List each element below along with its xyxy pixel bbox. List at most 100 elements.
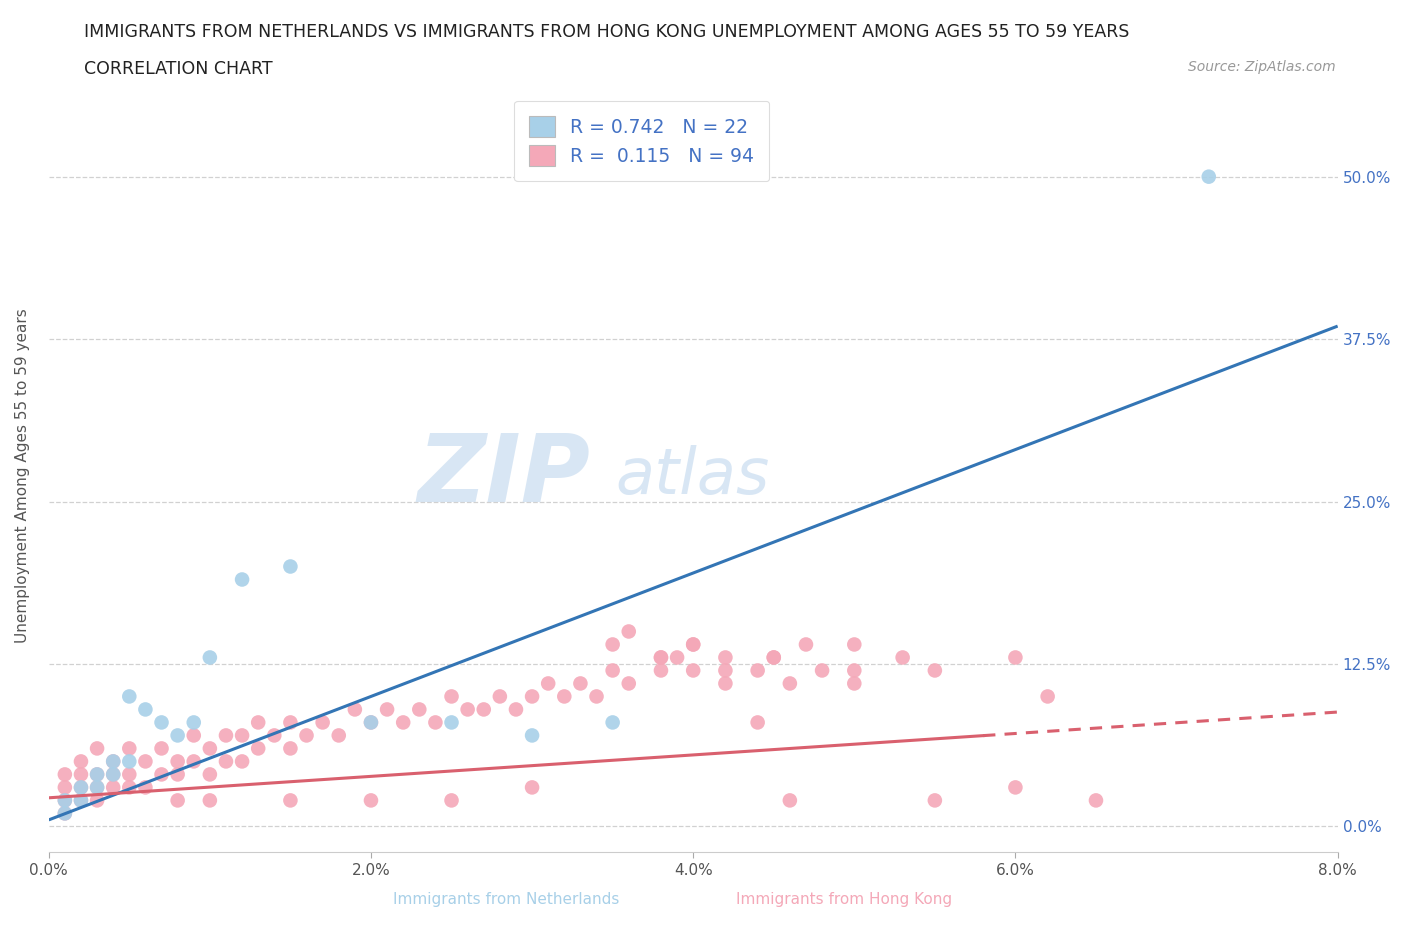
Point xyxy=(602,663,624,678)
Legend: R = 0.742   N = 22, R =  0.115   N = 94: R = 0.742 N = 22, R = 0.115 N = 94 xyxy=(515,100,769,181)
Point xyxy=(457,702,479,717)
Point xyxy=(183,754,205,769)
Point xyxy=(440,793,463,808)
Point xyxy=(166,793,188,808)
Point xyxy=(86,767,108,782)
Point xyxy=(762,650,785,665)
Point xyxy=(166,767,188,782)
Point xyxy=(150,767,173,782)
Point xyxy=(215,754,238,769)
Point xyxy=(86,741,108,756)
Point xyxy=(311,715,333,730)
Point xyxy=(70,754,93,769)
Point xyxy=(198,793,221,808)
Point xyxy=(537,676,560,691)
Point xyxy=(118,780,141,795)
Point xyxy=(375,702,398,717)
Point xyxy=(166,754,188,769)
Point xyxy=(86,780,108,795)
Point xyxy=(247,715,270,730)
Point xyxy=(1036,689,1059,704)
Point xyxy=(811,663,834,678)
Point xyxy=(1198,169,1220,184)
Point xyxy=(215,728,238,743)
Point xyxy=(650,663,672,678)
Text: Source: ZipAtlas.com: Source: ZipAtlas.com xyxy=(1188,60,1336,74)
Point xyxy=(520,728,543,743)
Point xyxy=(844,676,866,691)
Point xyxy=(617,676,640,691)
Point xyxy=(650,650,672,665)
Point xyxy=(118,689,141,704)
Point xyxy=(360,715,382,730)
Point xyxy=(714,650,737,665)
Point xyxy=(134,702,156,717)
Point xyxy=(343,702,366,717)
Point xyxy=(103,767,125,782)
Point xyxy=(134,780,156,795)
Point xyxy=(520,780,543,795)
Point xyxy=(103,767,125,782)
Point xyxy=(666,650,689,665)
Point xyxy=(86,793,108,808)
Point xyxy=(86,767,108,782)
Point xyxy=(1004,650,1026,665)
Point xyxy=(103,754,125,769)
Point xyxy=(553,689,575,704)
Point xyxy=(150,741,173,756)
Text: CORRELATION CHART: CORRELATION CHART xyxy=(84,60,273,78)
Point xyxy=(198,767,221,782)
Point xyxy=(70,780,93,795)
Point xyxy=(779,793,801,808)
Point xyxy=(198,650,221,665)
Point xyxy=(747,663,769,678)
Point xyxy=(392,715,415,730)
Point xyxy=(924,793,946,808)
Point xyxy=(408,702,430,717)
Point xyxy=(103,754,125,769)
Point xyxy=(53,767,76,782)
Point xyxy=(70,793,93,808)
Point xyxy=(472,702,495,717)
Point xyxy=(118,767,141,782)
Point xyxy=(585,689,607,704)
Point xyxy=(70,793,93,808)
Point xyxy=(295,728,318,743)
Point xyxy=(53,780,76,795)
Point xyxy=(53,806,76,821)
Point xyxy=(891,650,914,665)
Point xyxy=(183,728,205,743)
Point xyxy=(440,715,463,730)
Point xyxy=(86,780,108,795)
Y-axis label: Unemployment Among Ages 55 to 59 years: Unemployment Among Ages 55 to 59 years xyxy=(15,308,30,643)
Point xyxy=(118,741,141,756)
Point xyxy=(247,741,270,756)
Point xyxy=(280,741,302,756)
Point xyxy=(280,715,302,730)
Point xyxy=(53,793,76,808)
Point xyxy=(617,624,640,639)
Point xyxy=(682,663,704,678)
Point xyxy=(602,637,624,652)
Point xyxy=(231,728,253,743)
Point xyxy=(103,780,125,795)
Point xyxy=(183,715,205,730)
Point xyxy=(714,663,737,678)
Text: IMMIGRANTS FROM NETHERLANDS VS IMMIGRANTS FROM HONG KONG UNEMPLOYMENT AMONG AGES: IMMIGRANTS FROM NETHERLANDS VS IMMIGRANT… xyxy=(84,23,1130,41)
Point xyxy=(134,754,156,769)
Point xyxy=(650,650,672,665)
Point xyxy=(924,663,946,678)
Point xyxy=(505,702,527,717)
Point xyxy=(70,780,93,795)
Point xyxy=(602,715,624,730)
Point xyxy=(166,728,188,743)
Point xyxy=(360,793,382,808)
Point xyxy=(425,715,447,730)
Point xyxy=(53,793,76,808)
Point xyxy=(714,676,737,691)
Point xyxy=(682,637,704,652)
Text: atlas: atlas xyxy=(616,445,770,507)
Point xyxy=(231,754,253,769)
Point xyxy=(747,715,769,730)
Point xyxy=(150,715,173,730)
